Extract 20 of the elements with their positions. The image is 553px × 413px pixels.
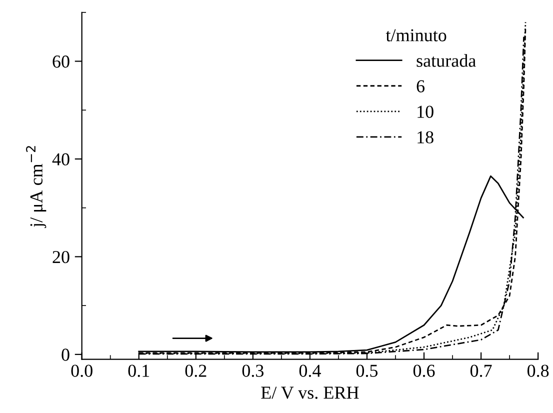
legend-label: saturada xyxy=(416,54,476,67)
x-tick-label: 0.6 xyxy=(413,364,435,377)
x-tick-label: 0.4 xyxy=(299,364,321,377)
x-axis-title: E/ V vs. ERH xyxy=(261,386,359,399)
legend-label: 6 xyxy=(416,80,425,92)
x-tick-label: 0.0 xyxy=(71,364,92,377)
x-tick-label: 0.3 xyxy=(242,364,264,377)
y-tick-label: 40 xyxy=(52,153,70,166)
legend-label: 18 xyxy=(418,131,434,144)
legend-label: 10 xyxy=(418,106,434,118)
x-tick-label: 0.2 xyxy=(185,364,206,377)
y-axis-title: j/ μA cm$^{−2}$ xyxy=(26,146,46,228)
x-tick-label: 0.5 xyxy=(356,364,378,377)
y-tick-label: 20 xyxy=(52,250,70,264)
x-tick-label: 0.7 xyxy=(470,364,492,377)
y-tick-label: 60 xyxy=(52,56,70,68)
y-tick-label: 0 xyxy=(62,348,70,361)
x-tick-label: 0.8 xyxy=(527,364,549,377)
legend-title: t/minuto xyxy=(386,29,446,42)
x-tick-label: 0.1 xyxy=(128,364,150,377)
